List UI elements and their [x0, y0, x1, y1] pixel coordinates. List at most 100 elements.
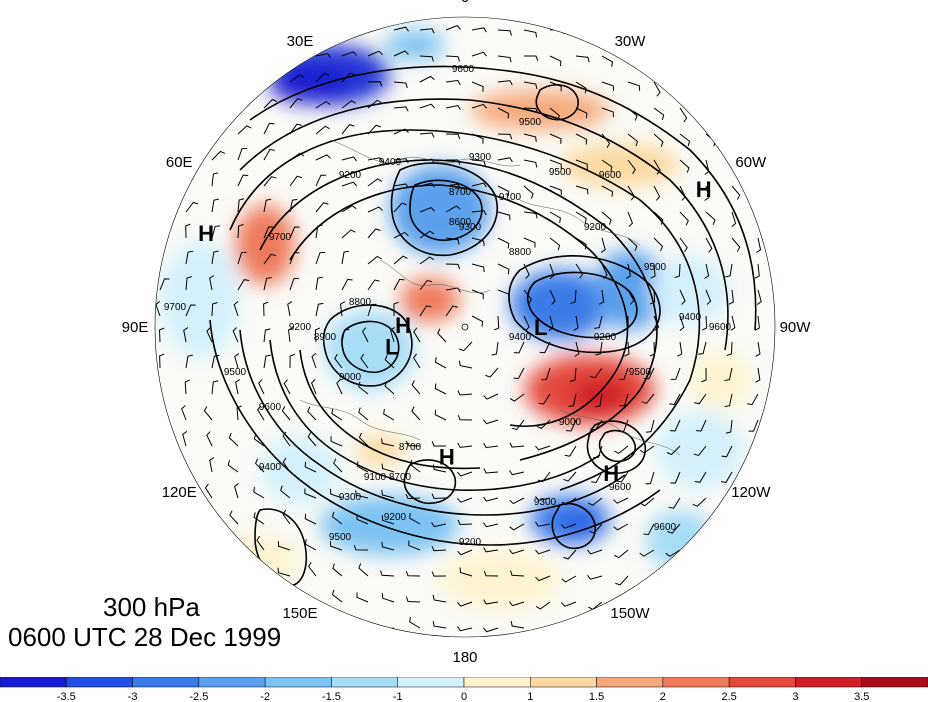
wind-barb	[674, 263, 681, 279]
wind-barb	[653, 211, 664, 225]
contour-value-label: 9600	[259, 402, 282, 413]
wind-barb	[471, 133, 484, 144]
wind-barb	[509, 549, 525, 555]
wind-barb	[277, 541, 291, 551]
wind-barb	[413, 327, 421, 343]
wind-barb	[237, 174, 249, 187]
wind-barb	[458, 360, 473, 369]
wind-barb	[358, 432, 369, 447]
wind-barb	[614, 549, 629, 559]
wind-barb	[232, 327, 239, 343]
wind-barb	[471, 51, 487, 57]
wind-barb	[645, 471, 655, 485]
wind-barb	[561, 523, 577, 529]
wind-barb	[287, 301, 293, 317]
wind-barb	[367, 81, 383, 87]
wind-barb	[670, 367, 681, 380]
wind-barb	[563, 549, 577, 560]
contour-value-label: 8600	[449, 217, 472, 228]
wind-barb	[206, 431, 213, 447]
contour-value-label: 9500	[644, 262, 667, 273]
contour-value-label: 9400	[679, 312, 702, 323]
contour-line	[551, 503, 596, 550]
wind-barb	[336, 379, 343, 395]
wind-barb	[756, 289, 762, 305]
wind-barb	[437, 328, 447, 343]
wind-barb	[341, 328, 350, 343]
wind-barb	[211, 150, 226, 161]
wind-barb	[574, 341, 580, 357]
wind-barb	[483, 522, 499, 528]
wind-barb	[236, 405, 242, 421]
wind-barb	[445, 305, 458, 317]
wind-barb	[693, 445, 707, 457]
wind-barb	[575, 159, 588, 170]
wind-barb	[445, 104, 461, 111]
colorbar-swatch	[728, 677, 796, 688]
wind-barb	[724, 393, 733, 408]
contour-line	[249, 65, 757, 331]
contour-value-label: 9400	[259, 462, 282, 473]
wind-barb	[627, 185, 635, 201]
colorbar-tick-label: -3.5	[57, 691, 76, 702]
wind-barb	[434, 357, 447, 369]
wind-barb	[419, 55, 434, 62]
wind-barb	[358, 407, 369, 421]
wind-barb	[457, 471, 473, 477]
wind-barb	[419, 132, 435, 138]
wind-barb	[575, 107, 588, 119]
wind-barb	[701, 315, 708, 331]
wind-barb	[237, 125, 252, 135]
wind-barb	[263, 122, 275, 135]
colorbar-swatch	[463, 677, 531, 688]
wind-barb	[185, 304, 196, 317]
wind-barb	[237, 224, 244, 239]
wind-barb	[509, 523, 525, 531]
wind-barb	[457, 626, 473, 632]
wind-barb	[511, 419, 525, 431]
wind-barb	[419, 182, 435, 188]
wind-barb	[203, 406, 213, 421]
wind-barb	[599, 289, 605, 305]
wind-barb	[497, 211, 511, 221]
wind-barb	[575, 133, 588, 145]
wind-barb	[393, 128, 409, 135]
wind-barb	[211, 225, 221, 239]
wind-barb	[445, 55, 461, 62]
wind-barb	[573, 315, 579, 331]
contour-value-label: 9500	[629, 367, 652, 378]
wind-barb	[483, 468, 499, 474]
contour-value-label: 9000	[559, 417, 582, 428]
wind-barb	[561, 497, 577, 506]
contour-value-label: 8800	[509, 247, 532, 258]
wind-barb	[405, 570, 421, 577]
colorbar-tick-label: -1	[393, 691, 403, 702]
contour-value-label: 9600	[452, 64, 475, 75]
wind-barb	[315, 252, 325, 265]
colorbar-swatch	[132, 677, 200, 688]
wind-barb	[289, 74, 305, 83]
wind-barb	[698, 341, 707, 355]
colorbar-swatch	[596, 677, 664, 688]
contour-value-label: 9200	[339, 170, 362, 181]
wind-barb	[288, 327, 294, 343]
wind-barb	[367, 279, 380, 291]
wind-barb	[283, 379, 291, 395]
wind-barb	[235, 379, 241, 395]
wind-barb	[720, 471, 733, 483]
wind-barb	[627, 289, 635, 305]
wind-barb	[381, 541, 395, 551]
wind-barb	[523, 211, 538, 219]
wind-barb	[159, 353, 165, 369]
colorbar-tick-label: 0	[461, 691, 467, 702]
longitude-label: 90E	[122, 319, 149, 336]
colorbar-swatch	[66, 677, 133, 688]
low-pressure-label: L	[534, 315, 547, 340]
wind-barb	[211, 354, 220, 369]
wind-barb	[256, 535, 265, 551]
wind-barb	[483, 442, 499, 449]
wind-barb	[731, 185, 741, 200]
longitude-label: 90W	[780, 319, 812, 336]
wind-barb	[445, 80, 461, 86]
wind-barb	[445, 25, 461, 31]
